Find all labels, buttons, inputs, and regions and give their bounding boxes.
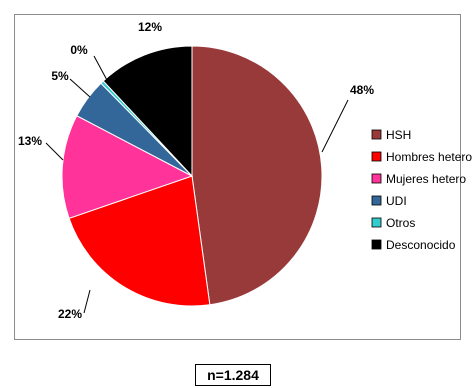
slice-label-otros: 0% — [70, 43, 88, 57]
legend-swatch-otros — [371, 217, 382, 228]
legend-label-hombres-hetero: Hombres hetero — [386, 150, 472, 164]
pie-slice-mujeres-hetero — [61, 115, 194, 219]
slice-label-udi: 5% — [51, 69, 69, 83]
leader-lines — [45, 55, 349, 314]
slice-label-hombres-hetero: 22% — [58, 307, 82, 321]
leader-line-udi — [69, 78, 91, 98]
slice-labels: 48% 22% 13% 5%0% 12% — [18, 20, 374, 321]
pie-slice-desconocido — [102, 45, 193, 178]
pie-slice-hsh — [191, 45, 323, 306]
legend-label-udi: UDI — [386, 194, 407, 208]
legend: HSH Hombres hetero Mujeres hetero UDI Otros D… — [371, 128, 472, 252]
leader-line-mujeres-hetero — [45, 142, 64, 161]
slice-label-mujeres-hetero: 13% — [18, 134, 42, 148]
legend-label-mujeres-hetero: Mujeres hetero — [386, 172, 466, 186]
legend-label-hsh: HSH — [386, 128, 411, 142]
legend-label-otros: Otros — [386, 216, 415, 230]
legend-swatch-hsh — [371, 129, 382, 140]
pie-slice-hombres-hetero — [68, 175, 211, 307]
leader-line-hsh — [321, 99, 349, 153]
legend-swatch-desconocido — [371, 239, 382, 250]
slice-label-hsh: 48% — [350, 83, 374, 97]
leader-line-hombres-hetero — [83, 289, 91, 314]
legend-swatch-mujeres-hetero — [371, 173, 382, 184]
pie-slices — [61, 45, 323, 307]
legend-label-desconocido: Desconocido — [386, 238, 456, 252]
leader-line-otros — [93, 55, 109, 83]
legend-swatch-hombres-hetero — [371, 151, 382, 162]
sample-size-note: n=1.284 — [195, 364, 271, 386]
legend-swatch-udi — [371, 195, 382, 206]
slice-label-desconocido: 12% — [138, 20, 162, 34]
